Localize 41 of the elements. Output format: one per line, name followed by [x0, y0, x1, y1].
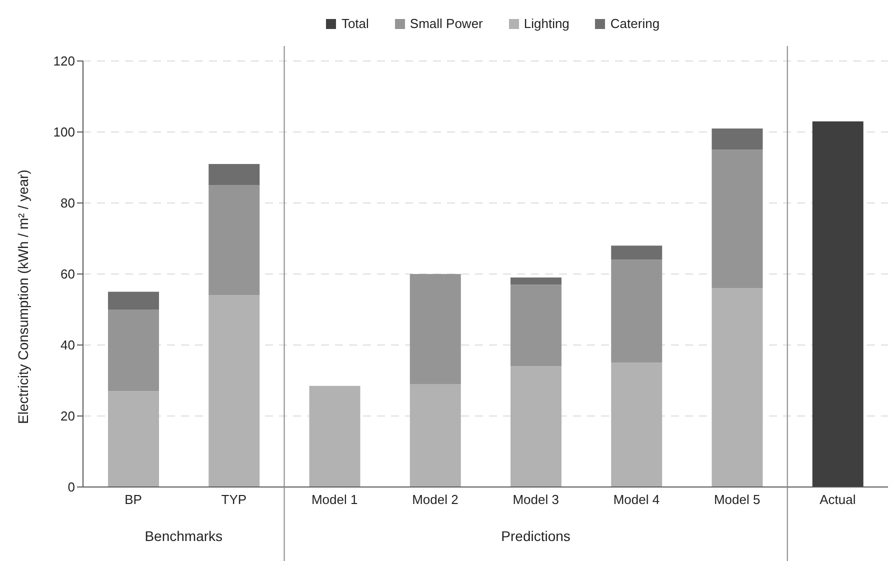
- bar: [712, 150, 763, 288]
- bar: [611, 362, 662, 487]
- x-tick-label: Model 4: [613, 492, 660, 508]
- x-tick-label: Model 5: [714, 492, 760, 508]
- bar: [410, 384, 461, 487]
- x-tick-label: Model 1: [311, 492, 358, 508]
- x-tick-label: Actual: [820, 492, 856, 508]
- bar: [510, 278, 562, 285]
- bar: [410, 274, 461, 384]
- bar: [309, 386, 360, 487]
- x-tick-label: Model 3: [512, 492, 559, 508]
- legend-label: Lighting: [522, 16, 570, 31]
- bar: [208, 164, 260, 186]
- bar: [208, 295, 260, 487]
- bar: [611, 246, 662, 260]
- text: Benchmarks: [144, 528, 223, 544]
- bar: [510, 284, 562, 366]
- x-tick-label: BP: [124, 492, 142, 508]
- bar: [812, 121, 864, 487]
- legend-label: Catering: [609, 16, 660, 31]
- bar: [611, 260, 662, 363]
- bar: [712, 128, 763, 150]
- text: Predictions: [501, 528, 570, 544]
- bar: [108, 310, 159, 392]
- bar: [108, 391, 159, 487]
- y-axis-title: Electricity Consumption (kWh / m² / year): [14, 170, 31, 424]
- legend-label: Small Power: [408, 16, 483, 31]
- x-tick-label: TYP: [221, 492, 247, 508]
- bar: [108, 292, 159, 310]
- y-tick-label: 20: [60, 408, 75, 424]
- y-tick-label: 40: [60, 338, 75, 353]
- y-tick-label: 100: [53, 124, 75, 140]
- x-tick-label: Model 2: [412, 492, 458, 508]
- y-tick-label: 0: [68, 480, 75, 495]
- y-tick-label: 80: [60, 196, 75, 211]
- bar: [510, 366, 562, 487]
- y-tick-label: 60: [60, 266, 75, 282]
- y-tick-label: 120: [53, 54, 75, 69]
- bar: [712, 288, 763, 487]
- legend-label: Total: [340, 16, 369, 31]
- bar: [208, 185, 260, 296]
